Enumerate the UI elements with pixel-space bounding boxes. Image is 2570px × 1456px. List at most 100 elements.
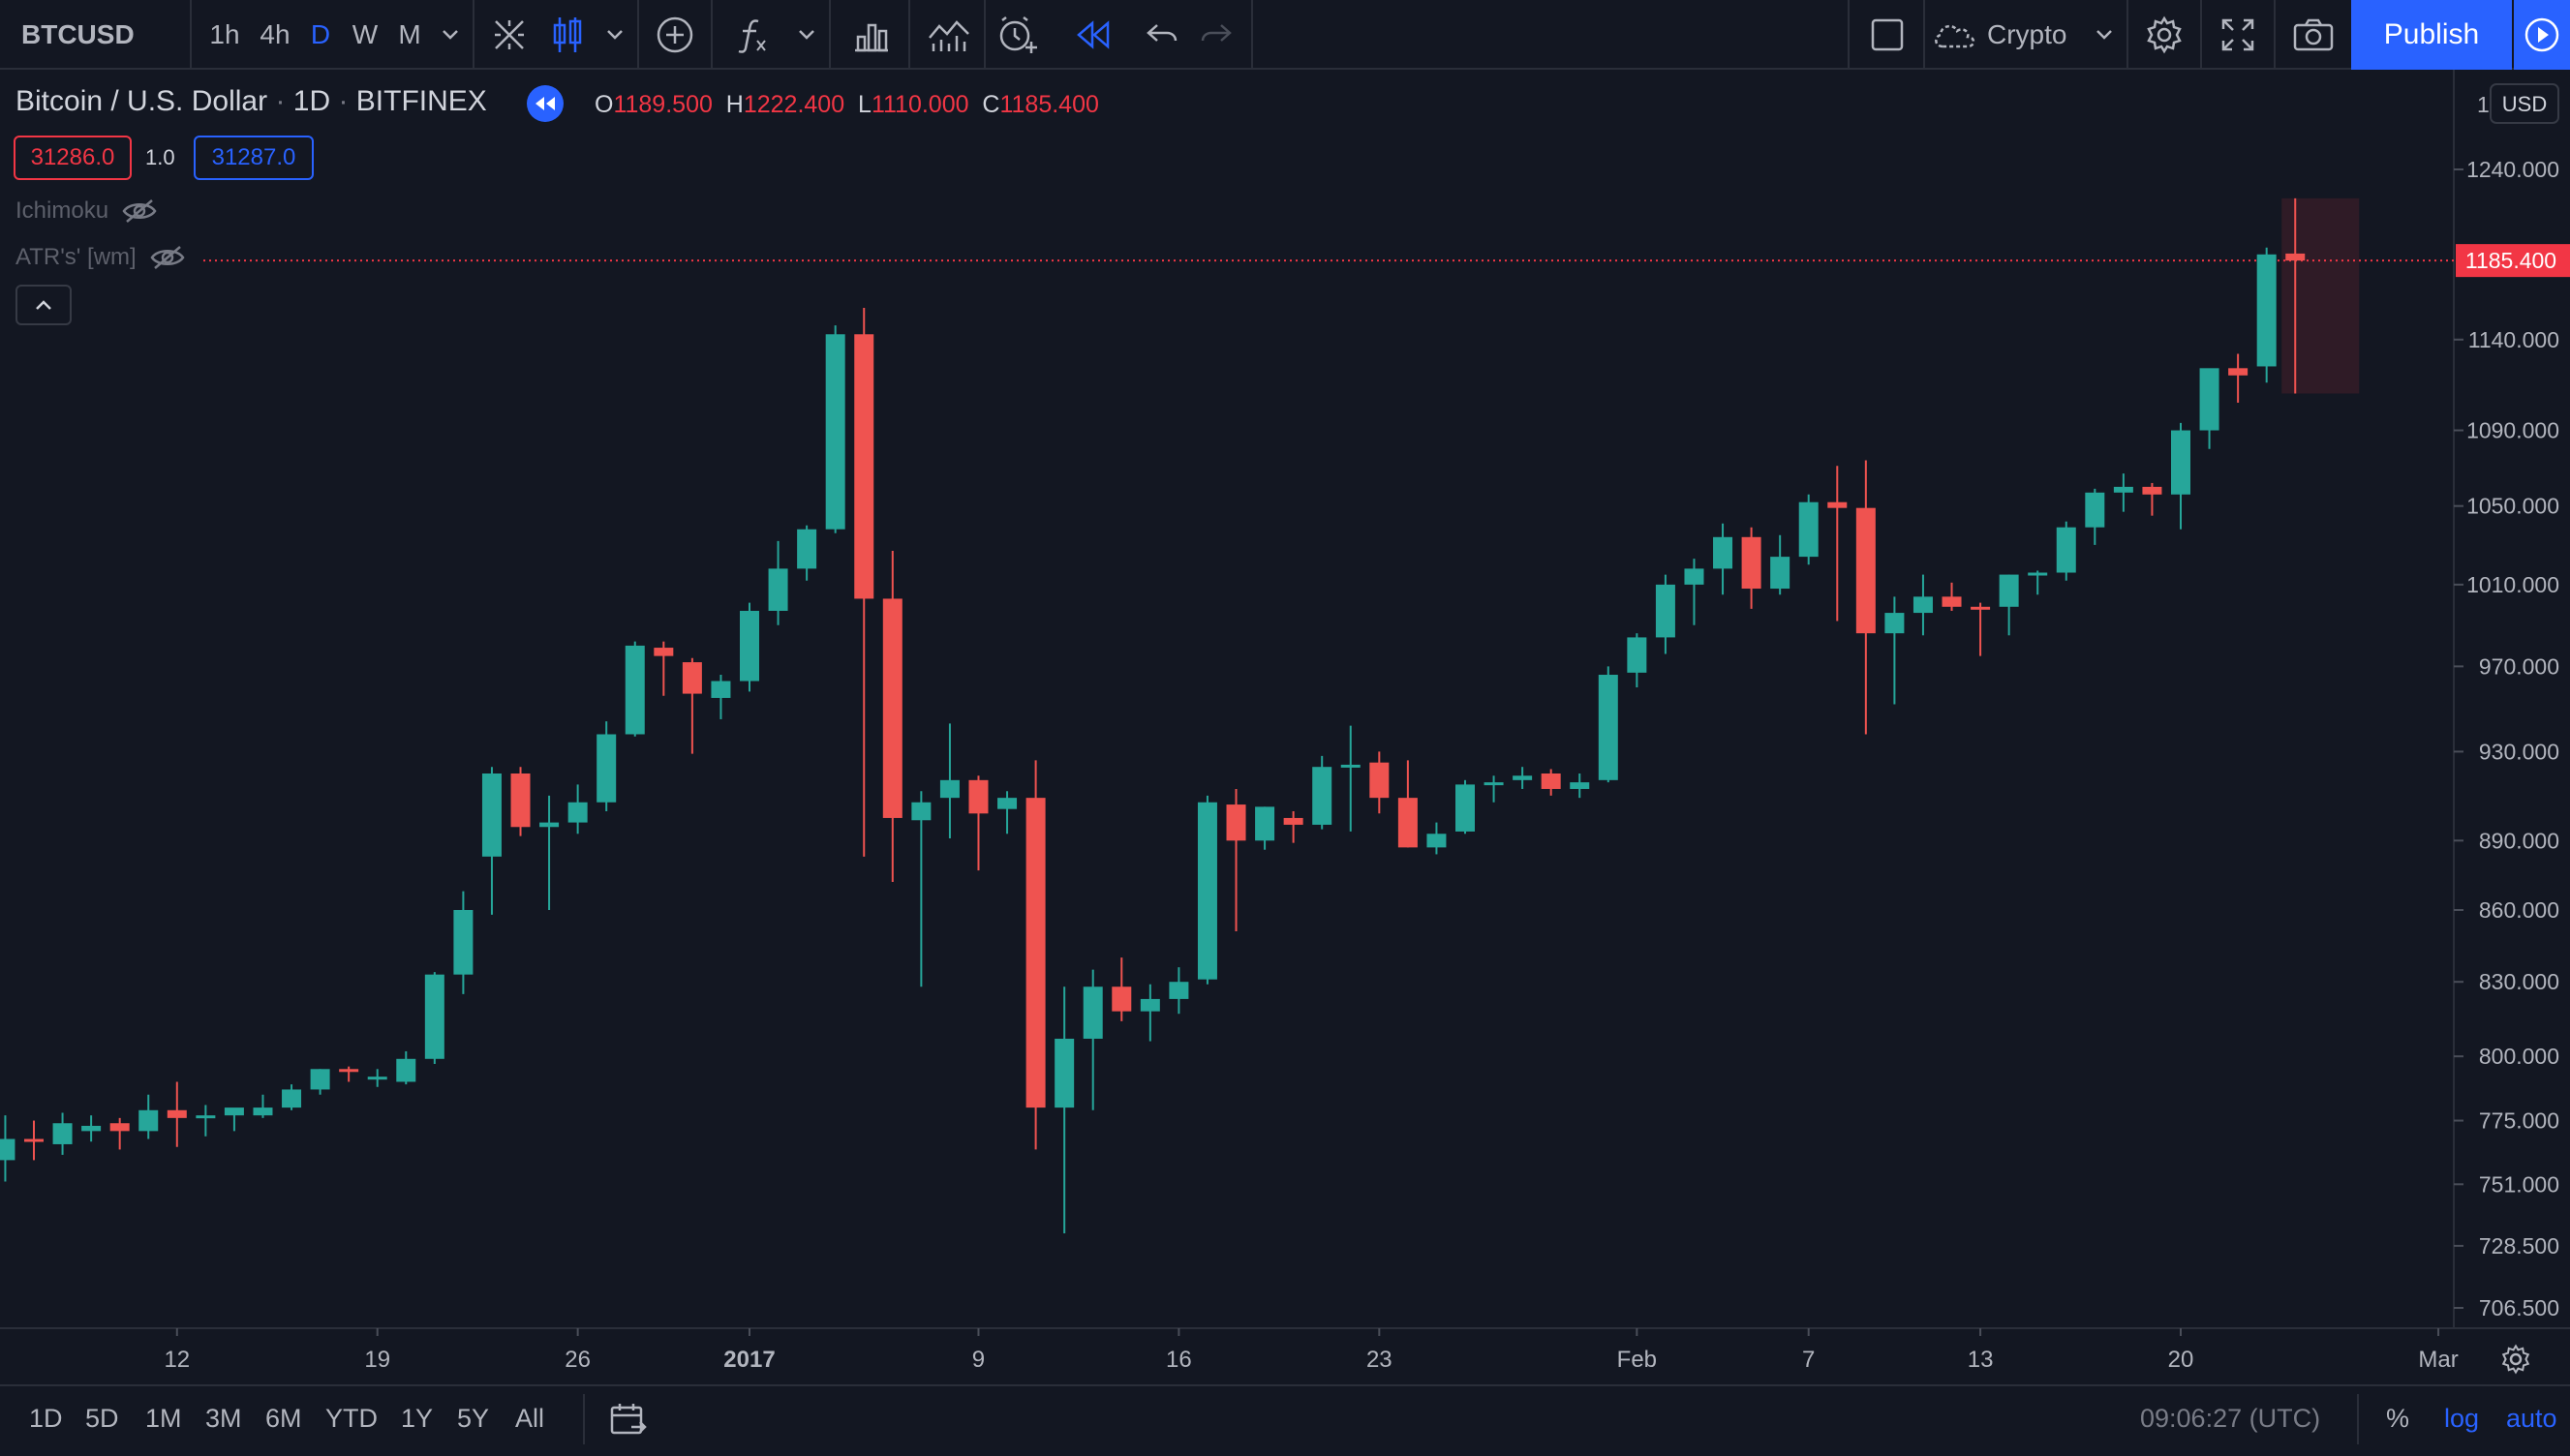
candle-body[interactable] xyxy=(2285,253,2306,261)
candle-body[interactable] xyxy=(1169,982,1189,999)
goto-date-calendar-icon[interactable] xyxy=(608,1402,647,1441)
candle-body[interactable] xyxy=(968,779,989,814)
interval-dropdown-chevron-icon[interactable] xyxy=(434,0,467,70)
bar-replay-rewind-icon[interactable] xyxy=(1063,0,1123,70)
candle-body[interactable] xyxy=(1025,798,1046,1108)
candles-style-icon[interactable] xyxy=(542,0,593,70)
candle-body[interactable] xyxy=(625,645,645,735)
price-chart[interactable]: 1240.000 1140.000 1090.000 1050.000 1010.000… xyxy=(0,70,2570,1384)
redo-icon[interactable] xyxy=(1189,0,1243,70)
candle-body[interactable] xyxy=(1312,767,1332,825)
candle-body[interactable] xyxy=(854,334,874,599)
indicator-atr[interactable]: ATR's' [wm] xyxy=(15,244,185,271)
candle-body[interactable] xyxy=(2056,527,2076,573)
candle-body[interactable] xyxy=(138,1109,159,1132)
candle-body[interactable] xyxy=(2228,368,2249,376)
financials-bars-icon[interactable] xyxy=(839,0,904,70)
range-button-5y[interactable]: 5Y xyxy=(457,1404,490,1433)
time-axis-settings-icon[interactable] xyxy=(2501,1344,2530,1375)
interval-d-button[interactable]: D xyxy=(310,19,331,49)
log-scale-toggle[interactable]: log xyxy=(2444,1404,2480,1433)
candle-body[interactable] xyxy=(1283,817,1303,825)
interval-4h-button[interactable]: 4h xyxy=(260,19,291,49)
candle-body[interactable] xyxy=(1255,806,1275,841)
candle-body[interactable] xyxy=(939,779,960,799)
candle-body[interactable] xyxy=(1684,568,1704,585)
candle-body[interactable] xyxy=(2085,492,2105,528)
order-quantity[interactable]: 1.0 xyxy=(145,145,175,169)
publish-button[interactable]: Publish xyxy=(2351,0,2512,70)
percent-scale-toggle[interactable]: % xyxy=(2386,1404,2410,1433)
candle-body[interactable] xyxy=(1397,798,1418,848)
candle-body[interactable] xyxy=(711,681,731,698)
candle-body[interactable] xyxy=(1798,501,1819,558)
candle-body[interactable] xyxy=(424,974,444,1059)
candle-body[interactable] xyxy=(1197,802,1217,980)
candle-body[interactable] xyxy=(997,798,1018,809)
candle-body[interactable] xyxy=(1513,775,1533,780)
candle-body[interactable] xyxy=(224,1107,244,1116)
candle-body[interactable] xyxy=(1541,774,1561,789)
candle-body[interactable] xyxy=(310,1069,330,1090)
candle-body[interactable] xyxy=(1770,557,1790,590)
snapshot-camera-icon[interactable] xyxy=(2281,0,2345,70)
candle-body[interactable] xyxy=(1484,782,1504,786)
candle-body[interactable] xyxy=(825,334,845,530)
range-button-1d[interactable]: 1D xyxy=(29,1404,63,1433)
candle-body[interactable] xyxy=(339,1069,359,1073)
candle-body[interactable] xyxy=(1827,501,1848,508)
candle-body[interactable] xyxy=(1741,536,1761,590)
indicators-chevron-icon[interactable] xyxy=(790,0,823,70)
ideas-chart-icon[interactable] xyxy=(916,0,982,70)
legend-collapse-button[interactable] xyxy=(15,285,72,325)
compare-add-icon[interactable] xyxy=(647,0,703,70)
range-button-all[interactable]: All xyxy=(515,1404,545,1433)
currency-badge[interactable] xyxy=(2490,83,2559,124)
template-cloud-button[interactable]: Crypto xyxy=(1931,0,2121,70)
candle-body[interactable] xyxy=(196,1115,216,1119)
candle-body[interactable] xyxy=(1598,675,1618,780)
candle-body[interactable] xyxy=(2256,254,2277,367)
range-button-ytd[interactable]: YTD xyxy=(325,1404,378,1433)
range-button-1y[interactable]: 1Y xyxy=(401,1404,434,1433)
range-button-1m[interactable]: 1M xyxy=(145,1404,182,1433)
candle-body[interactable] xyxy=(1855,507,1876,634)
candle-body[interactable] xyxy=(2199,368,2219,431)
candle-body[interactable] xyxy=(1226,804,1246,841)
auto-scale-toggle[interactable]: auto xyxy=(2506,1404,2557,1433)
candle-body[interactable] xyxy=(1655,584,1675,638)
candle-body[interactable] xyxy=(510,774,531,828)
layout-square-icon[interactable] xyxy=(1857,0,1917,70)
candle-body[interactable] xyxy=(539,822,560,828)
candle-body[interactable] xyxy=(1999,574,2019,607)
candle-body[interactable] xyxy=(1140,998,1160,1012)
candle-body[interactable] xyxy=(109,1123,130,1132)
candle-body[interactable] xyxy=(1884,613,1905,634)
candle-body[interactable] xyxy=(654,648,674,656)
candle-body[interactable] xyxy=(2113,486,2133,493)
range-button-6m[interactable]: 6M xyxy=(265,1404,302,1433)
symbol-search-button[interactable]: BTCUSD xyxy=(21,19,135,49)
rewind-dot-icon[interactable] xyxy=(527,85,564,122)
candle-body[interactable] xyxy=(0,1138,15,1161)
candle-body[interactable] xyxy=(367,1077,387,1080)
candle-body[interactable] xyxy=(1455,784,1475,832)
candle-body[interactable] xyxy=(1369,762,1390,799)
candle-body[interactable] xyxy=(396,1058,416,1082)
candle-body[interactable] xyxy=(1627,637,1647,673)
candle-body[interactable] xyxy=(682,662,702,694)
candle-body[interactable] xyxy=(1112,986,1132,1012)
candle-body[interactable] xyxy=(1942,596,1962,607)
publish-play-icon[interactable] xyxy=(2514,0,2570,70)
candle-body[interactable] xyxy=(1340,764,1361,768)
candle-body[interactable] xyxy=(882,598,903,818)
candle-body[interactable] xyxy=(1713,536,1733,569)
candle-body[interactable] xyxy=(282,1089,302,1108)
interval-w-button[interactable]: W xyxy=(352,19,379,49)
undo-icon[interactable] xyxy=(1135,0,1189,70)
candle-body[interactable] xyxy=(1426,834,1447,848)
chart-style-chevron-icon[interactable] xyxy=(598,0,631,70)
candle-body[interactable] xyxy=(911,802,932,821)
interval-m-button[interactable]: M xyxy=(398,19,421,49)
buy-price-button[interactable]: 31287.0 xyxy=(194,136,314,180)
